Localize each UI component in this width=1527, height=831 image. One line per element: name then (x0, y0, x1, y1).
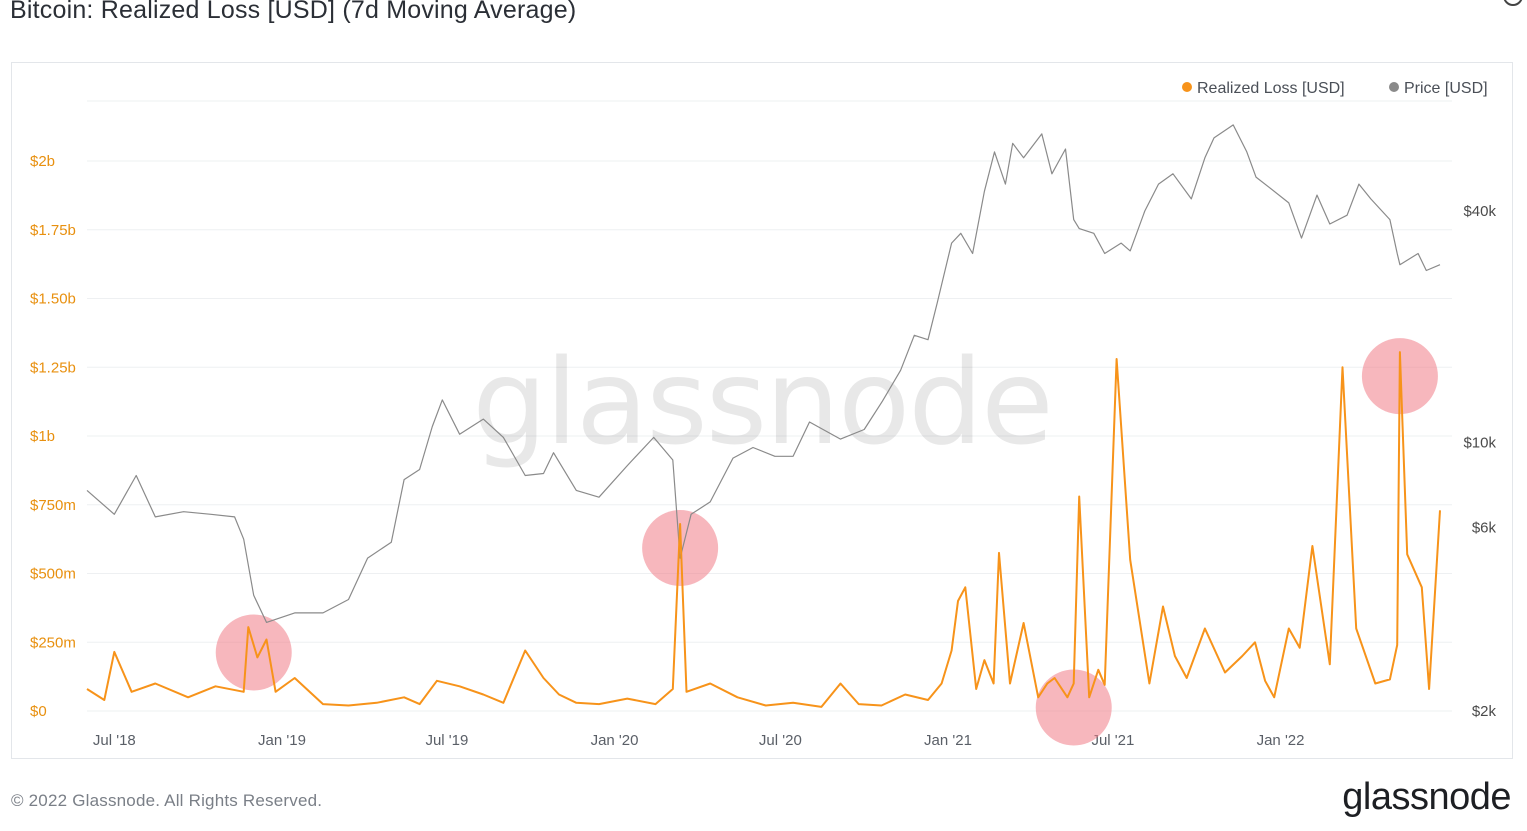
right-tick-label: $40k (1463, 203, 1496, 220)
right-tick-label: $10k (1463, 434, 1496, 451)
x-tick-label: Jan '20 (591, 732, 639, 749)
left-tick-label: $0 (30, 703, 47, 720)
x-axis: Jul '18 Jan '19 Jul '19 Jan '20 Jul '20 Jan '… (93, 732, 1305, 749)
left-tick-label: $750m (30, 497, 76, 514)
highlight-circle (215, 614, 292, 691)
page-title: Bitcoin: Realized Loss [USD] (7d Moving … (10, 0, 577, 24)
x-tick-label: Jul '20 (759, 732, 802, 749)
x-tick-label: Jan '21 (924, 732, 972, 749)
left-tick-label: $1.75b (30, 222, 76, 239)
x-tick-label: Jul '18 (93, 732, 136, 749)
realized-loss-series-line (86, 351, 1441, 708)
x-tick-label: Jul '21 (1091, 732, 1134, 749)
series-layer (86, 124, 1441, 708)
x-tick-label: Jan '22 (1257, 732, 1305, 749)
left-tick-label: $1.50b (30, 291, 76, 308)
legend-loss-swatch (1182, 82, 1192, 92)
right-tick-label: $2k (1472, 703, 1497, 720)
legend-price-label[interactable]: Price [USD] (1404, 80, 1488, 97)
right-tick-label: $6k (1472, 520, 1497, 537)
chart-panel: glassnode $0 $250m $500m $750m $1b $1.25b $1.5… (11, 62, 1513, 759)
brand-logo: glassnode (1342, 776, 1511, 818)
legend-price-swatch (1389, 82, 1399, 92)
watermark: glassnode (472, 333, 1051, 471)
gridlines (87, 100, 1452, 712)
x-tick-label: Jul '19 (425, 732, 468, 749)
realized-loss-chart: glassnode $0 $250m $500m $750m $1b $1.25b $1.5… (30, 80, 1496, 749)
left-tick-label: $2b (30, 153, 55, 170)
legend-loss-label[interactable]: Realized Loss [USD] (1197, 80, 1345, 97)
corner-icon[interactable] (1503, 0, 1523, 6)
left-tick-label: $1.25b (30, 359, 76, 376)
left-tick-label: $250m (30, 634, 76, 651)
left-tick-label: $1b (30, 428, 55, 445)
legend: Realized Loss [USD] Price [USD] (1182, 80, 1488, 97)
price-series-line (86, 124, 1441, 623)
left-tick-label: $500m (30, 566, 76, 583)
left-axis: $0 $250m $500m $750m $1b $1.25b $1.50b $1.75b $2… (30, 153, 76, 720)
footer-copyright: © 2022 Glassnode. All Rights Reserved. (11, 791, 323, 810)
right-axis: $2k $6k $10k $40k (1463, 203, 1496, 720)
x-tick-label: Jan '19 (258, 732, 306, 749)
